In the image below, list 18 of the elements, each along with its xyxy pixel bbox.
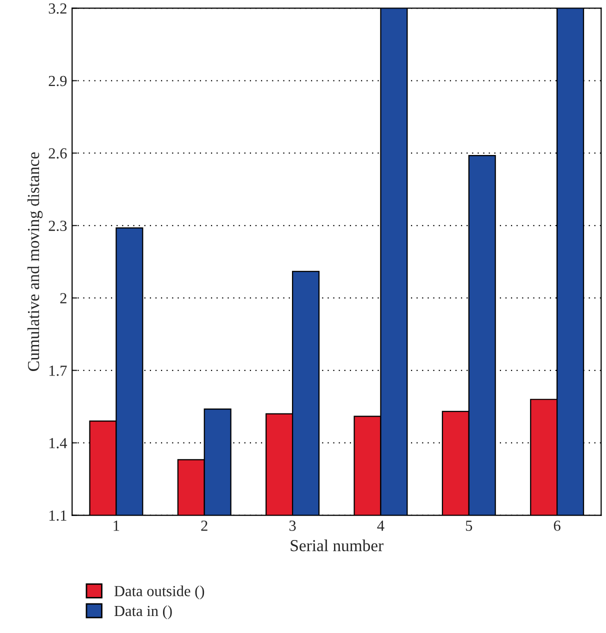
y-tick-label: 3.2 xyxy=(48,3,66,14)
y-tick-label: 2.6 xyxy=(48,148,67,159)
x-tick-label: 3 xyxy=(289,520,296,531)
legend-label: Data outside () xyxy=(114,585,204,600)
y-axis-title: Cumulative and moving distance xyxy=(27,152,43,371)
y-tick-label: 1.7 xyxy=(50,366,67,376)
y-tick-label: 1.4 xyxy=(50,438,68,448)
x-tick-label: 2 xyxy=(201,520,208,531)
legend-label: Data in () xyxy=(114,605,172,620)
x-axis-title: Serial number xyxy=(290,540,384,552)
x-tick-label: 6 xyxy=(554,520,560,531)
x-tick-label: 1 xyxy=(114,520,120,531)
y-tick-label: 2 xyxy=(60,293,66,304)
y-tick-label: 2.9 xyxy=(48,76,67,86)
y-tick-label: 2.3 xyxy=(48,220,67,232)
x-tick-label: 4 xyxy=(377,520,384,531)
x-tick-label: 5 xyxy=(466,520,472,531)
y-tick-label: 1.1 xyxy=(50,510,66,521)
